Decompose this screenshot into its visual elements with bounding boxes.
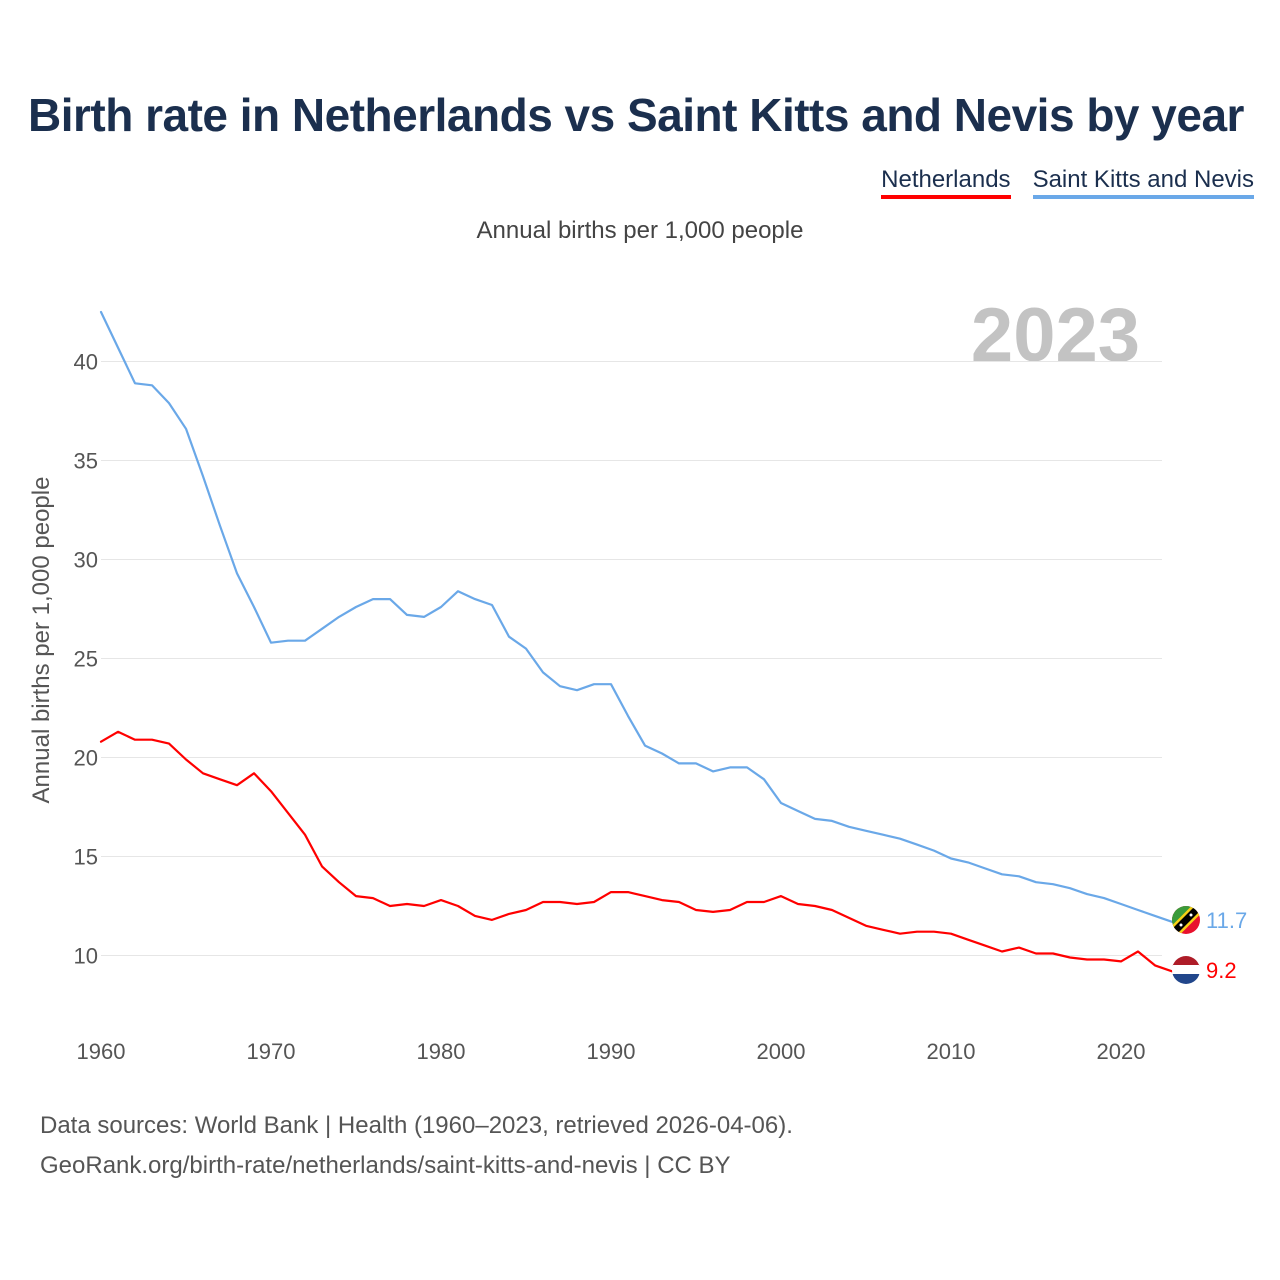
- y-tick-label: 40: [74, 350, 98, 375]
- chart-title: Birth rate in Netherlands vs Saint Kitts…: [28, 89, 1244, 141]
- x-tick-label: 1970: [247, 1039, 296, 1064]
- data-sources: Data sources: World Bank | Health (1960–…: [40, 1106, 793, 1186]
- current-year-label: 2023: [970, 293, 1140, 378]
- series-line-saint-kitts-and-nevis[interactable]: [99, 310, 1174, 923]
- legend-item-saint-kitts-and-nevis[interactable]: Saint Kitts and Nevis: [1032, 166, 1254, 199]
- x-tick-label: 1960: [77, 1039, 126, 1064]
- x-tick-label: 2000: [757, 1039, 806, 1064]
- y-tick-label: 15: [74, 845, 98, 870]
- x-tick-label: 2010: [927, 1039, 976, 1064]
- series-line-netherlands[interactable]: [99, 730, 1174, 973]
- y-tick-label: 30: [74, 548, 98, 573]
- x-tick-label: 1980: [417, 1039, 466, 1064]
- x-tick-label: 2020: [1097, 1039, 1146, 1064]
- source-line: Data sources: World Bank | Health (1960–…: [40, 1112, 793, 1139]
- y-tick-label: 25: [74, 647, 98, 672]
- end-value-label-saint-kitts-and-nevis: 11.7: [1206, 908, 1247, 933]
- saint-kitts-and-nevis-flag-icon: [1172, 906, 1200, 934]
- y-tick-label: 20: [74, 746, 98, 771]
- chart-subtitle: Annual births per 1,000 people: [476, 217, 804, 244]
- x-tick-label: 1990: [587, 1039, 636, 1064]
- legend: Netherlands Saint Kitts and Nevis: [881, 166, 1254, 199]
- end-value-label-netherlands: 9.2: [1206, 958, 1237, 983]
- legend-item-netherlands[interactable]: Netherlands: [881, 166, 1011, 199]
- y-tick-label: 35: [74, 449, 98, 474]
- y-tick-label: 10: [74, 944, 98, 969]
- source-url-line[interactable]: GeoRank.org/birth-rate/netherlands/saint…: [40, 1152, 731, 1179]
- netherlands-flag-icon: [1172, 956, 1200, 984]
